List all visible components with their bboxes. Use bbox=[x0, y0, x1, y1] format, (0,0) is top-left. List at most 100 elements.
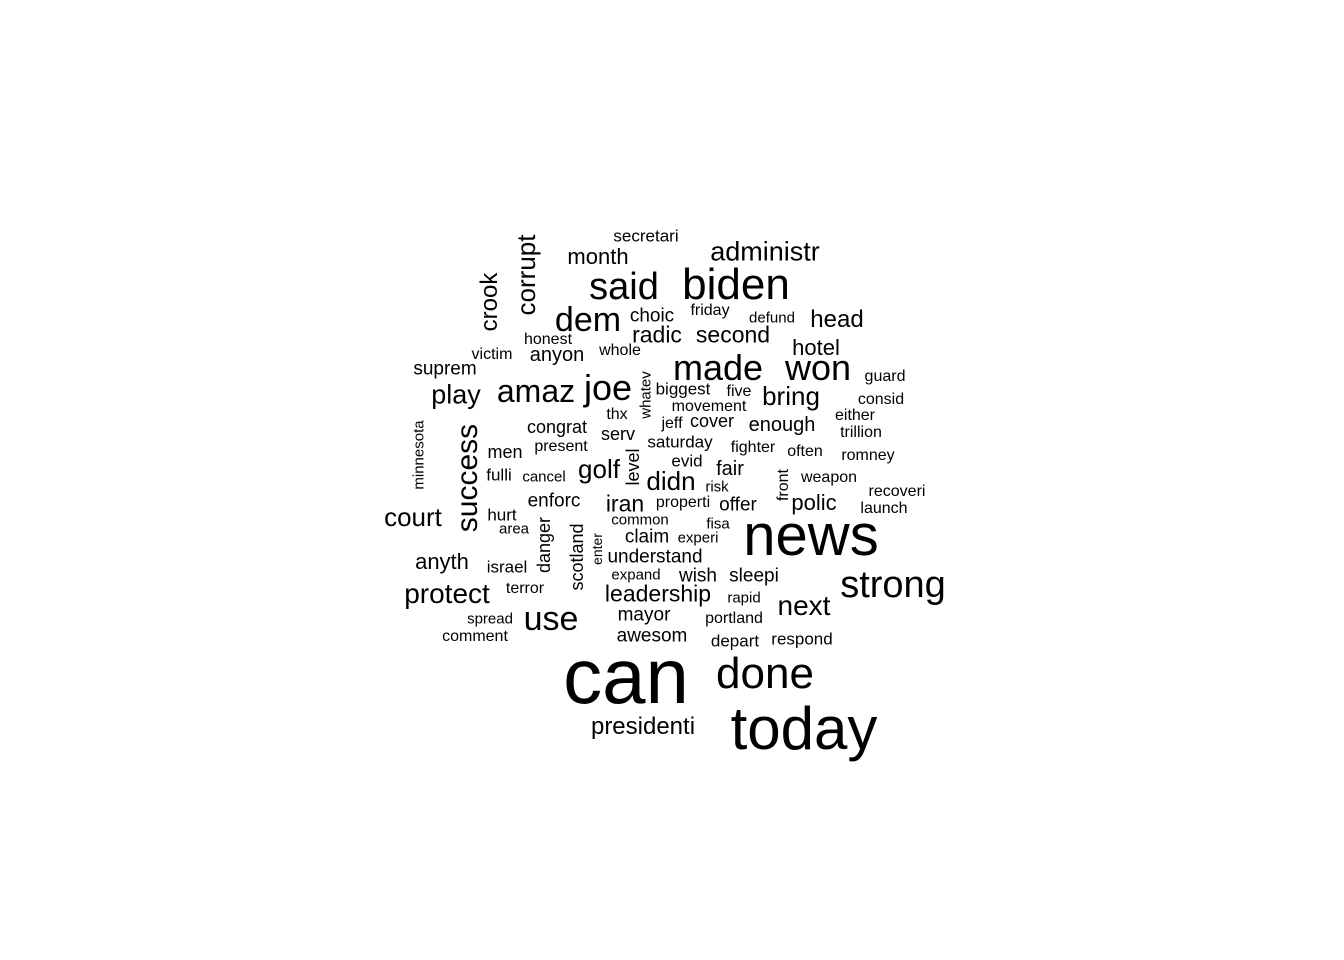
word-scotland: scotland bbox=[567, 523, 587, 591]
word-hurt: hurt bbox=[487, 505, 517, 525]
word-can: can bbox=[563, 632, 689, 720]
word-fulli: fulli bbox=[486, 465, 512, 485]
word-saturday: saturday bbox=[647, 432, 713, 452]
word-whole: whole bbox=[599, 342, 641, 359]
word-cancel: cancel bbox=[522, 468, 566, 486]
word-radic: radic bbox=[632, 321, 682, 348]
word-secretari: secretari bbox=[613, 226, 679, 246]
word-biden: biden bbox=[682, 260, 790, 309]
word-comment: comment bbox=[442, 628, 508, 645]
word-launch: launch bbox=[860, 500, 908, 517]
word-presidenti: presidenti bbox=[590, 713, 696, 740]
word-men: men bbox=[487, 442, 523, 462]
word-rapid: rapid bbox=[727, 589, 761, 607]
word-claim: claim bbox=[624, 526, 670, 548]
word-five: five bbox=[726, 383, 752, 400]
word-news: news bbox=[743, 503, 879, 568]
word-experi: experi bbox=[677, 529, 719, 547]
word-fighter: fighter bbox=[730, 439, 776, 456]
word-court: court bbox=[384, 502, 442, 532]
word-administr: administr bbox=[710, 236, 820, 267]
word-expand: expand bbox=[611, 566, 661, 584]
word-cover: cover bbox=[689, 411, 735, 431]
word-leadership: leadership bbox=[604, 580, 712, 607]
word-awesom: awesom bbox=[616, 625, 688, 647]
word-often: often bbox=[787, 443, 823, 460]
word-didn: didn bbox=[646, 466, 696, 496]
word-congrat: congrat bbox=[526, 417, 588, 437]
word-dem: dem bbox=[554, 301, 622, 339]
word-portland: portland bbox=[705, 610, 763, 627]
word-romney: romney bbox=[841, 447, 895, 464]
word-wish: wish bbox=[678, 565, 718, 587]
word-made: made bbox=[672, 347, 764, 388]
word-recoveri: recoveri bbox=[868, 483, 926, 500]
word-friday: friday bbox=[690, 302, 730, 319]
word-anyon: anyon bbox=[529, 344, 585, 366]
word-success: success bbox=[451, 423, 484, 533]
word-iran: iran bbox=[605, 490, 645, 517]
word-israel: israel bbox=[486, 557, 528, 577]
word-won: won bbox=[784, 347, 852, 388]
word-enforc: enforc bbox=[527, 490, 581, 512]
word-enter: enter bbox=[589, 533, 605, 565]
word-area: area bbox=[498, 520, 530, 538]
word-weapon: weapon bbox=[800, 469, 858, 486]
word-bring: bring bbox=[762, 381, 820, 411]
word-serv: serv bbox=[600, 424, 636, 444]
word-amaz: amaz bbox=[496, 373, 576, 409]
word-jeff: jeff bbox=[661, 415, 683, 432]
word-risk: risk bbox=[705, 478, 729, 496]
word-suprem: suprem bbox=[413, 358, 477, 380]
word-minnesota: minnesota bbox=[410, 420, 428, 490]
word-trillion: trillion bbox=[840, 424, 882, 441]
word-terror: terror bbox=[505, 580, 545, 597]
word-victim: victim bbox=[471, 346, 513, 363]
word-respond: respond bbox=[771, 629, 833, 649]
word-movement: movement bbox=[671, 398, 747, 415]
word-said: said bbox=[589, 266, 659, 308]
word-today: today bbox=[730, 695, 878, 762]
word-joe: joe bbox=[583, 367, 633, 408]
word-fisa: fisa bbox=[706, 515, 730, 533]
word-depart: depart bbox=[710, 631, 760, 651]
word-understand: understand bbox=[607, 546, 703, 568]
word-consid: consid bbox=[857, 391, 905, 408]
word-anyth: anyth bbox=[415, 549, 469, 574]
word-fair: fair bbox=[716, 458, 744, 480]
word-offer: offer bbox=[719, 494, 757, 516]
word-enough: enough bbox=[748, 414, 816, 436]
word-level: level bbox=[623, 448, 643, 486]
word-evid: evid bbox=[671, 451, 703, 471]
word-thx: thx bbox=[606, 406, 628, 423]
word-month: month bbox=[567, 244, 629, 269]
word-use: use bbox=[523, 600, 579, 638]
word-guard: guard bbox=[864, 368, 906, 385]
word-honest: honest bbox=[523, 331, 573, 348]
word-second: second bbox=[695, 321, 771, 348]
word-strong: strong bbox=[840, 564, 946, 606]
word-head: head bbox=[810, 306, 864, 333]
word-play: play bbox=[431, 379, 481, 410]
word-whatev: whatev bbox=[637, 371, 655, 419]
word-danger: danger bbox=[534, 516, 554, 574]
word-defund: defund bbox=[749, 309, 795, 327]
word-protect: protect bbox=[404, 578, 490, 609]
word-corrupt: corrupt bbox=[511, 234, 541, 316]
word-spread: spread bbox=[467, 610, 513, 628]
word-either: either bbox=[834, 407, 876, 424]
word-hotel: hotel bbox=[792, 335, 840, 360]
word-biggest: biggest bbox=[655, 379, 711, 399]
word-sleepi: sleepi bbox=[729, 565, 779, 587]
word-front: front bbox=[775, 468, 792, 502]
word-choic: choic bbox=[629, 305, 675, 327]
word-crook: crook bbox=[476, 272, 503, 332]
word-done: done bbox=[716, 649, 814, 698]
word-properti: properti bbox=[655, 494, 711, 511]
word-common: common bbox=[611, 511, 669, 529]
word-golf: golf bbox=[578, 454, 620, 484]
word-present: present bbox=[534, 438, 588, 455]
word-mayor: mayor bbox=[617, 604, 671, 626]
word-polic: polic bbox=[791, 490, 837, 515]
